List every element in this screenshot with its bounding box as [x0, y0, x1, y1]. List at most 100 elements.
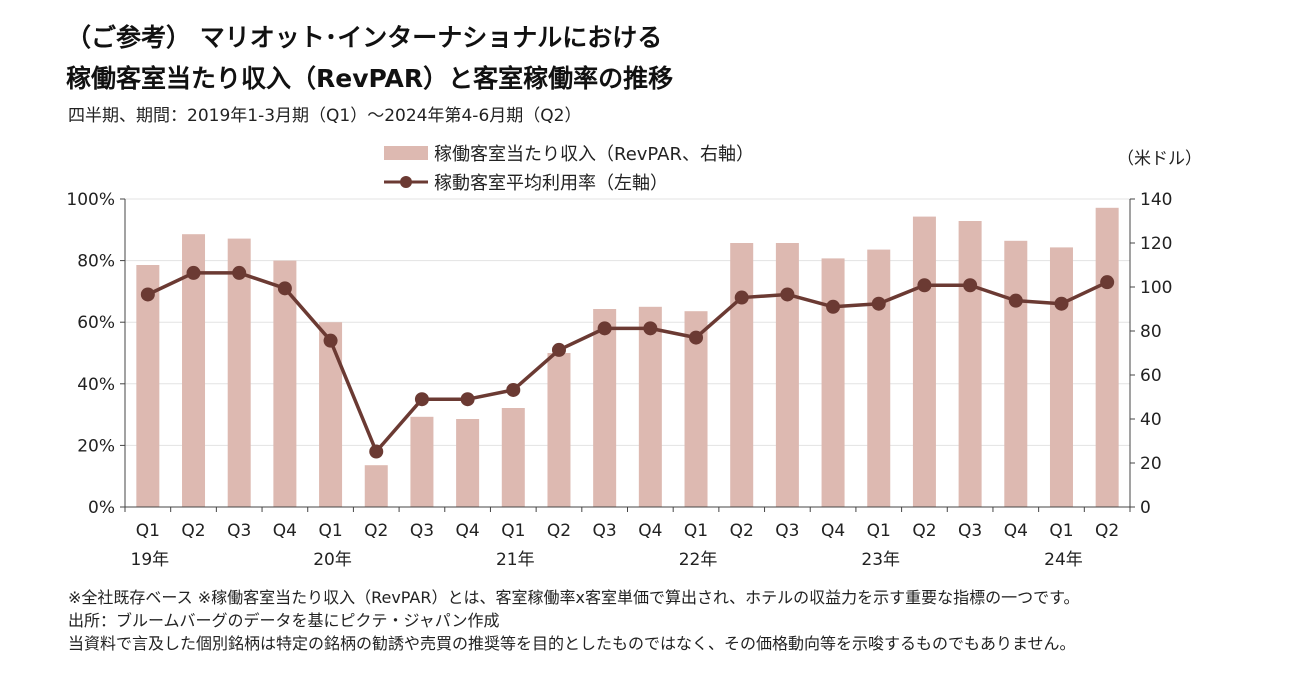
x-tick-label: Q3 [227, 521, 251, 541]
x-tick-label: Q2 [364, 521, 388, 541]
point-occupancy [643, 321, 658, 336]
point-occupancy [917, 278, 932, 293]
point-occupancy [1008, 293, 1023, 308]
bar-revpar [867, 249, 891, 507]
x-year-label: 20年 [313, 550, 352, 570]
point-occupancy [780, 287, 795, 302]
right-tick-label: 0 [1140, 498, 1151, 518]
footnotes: ※全社既存ベース ※稼働客室当たり収入（RevPAR）とは、客室稼働率x客室単価… [68, 586, 1080, 655]
point-occupancy [826, 299, 841, 314]
bar-revpar [638, 306, 662, 507]
x-tick-label: Q4 [821, 521, 845, 541]
point-occupancy [369, 444, 384, 459]
right-tick-label: 40 [1140, 410, 1162, 430]
x-tick-label: Q4 [456, 521, 480, 541]
bar-revpar [182, 234, 206, 507]
chart-subtitle: 四半期、期間：2019年1-3月期（Q1）～2024年第4-6月期（Q2） [68, 106, 582, 126]
bar-revpar [730, 243, 754, 507]
bar-revpar [456, 419, 480, 507]
x-tick-label: Q1 [1049, 521, 1073, 541]
point-occupancy [140, 287, 155, 302]
x-tick-label: Q2 [912, 521, 936, 541]
bar-revpar [364, 465, 388, 507]
legend-label-revpar: 稼働客室当たり収入（RevPAR、右軸） [434, 144, 754, 165]
point-occupancy [232, 265, 247, 280]
x-tick-label: Q1 [318, 521, 342, 541]
right-axis-unit: （米ドル） [1117, 149, 1202, 169]
x-tick-label: Q1 [136, 521, 160, 541]
bar-revpar [501, 408, 525, 507]
point-occupancy [551, 342, 566, 357]
legend-label-occupancy: 稼動客室平均利用率（左軸） [434, 173, 668, 194]
x-tick-label: Q4 [1004, 521, 1028, 541]
right-tick-label: 80 [1140, 322, 1162, 342]
legend-item-revpar: 稼働客室当たり収入（RevPAR、右軸） [384, 140, 754, 166]
point-occupancy [1054, 296, 1069, 311]
point-occupancy [1100, 275, 1115, 290]
bar-revpar [593, 309, 617, 507]
x-year-label: 21年 [496, 550, 535, 570]
legend-swatch-line [384, 176, 428, 188]
point-occupancy [506, 382, 521, 397]
right-tick-label: 140 [1140, 190, 1172, 210]
x-tick-label: Q3 [410, 521, 434, 541]
x-tick-label: Q2 [1095, 521, 1119, 541]
bar-revpar [1095, 207, 1119, 508]
point-occupancy [414, 392, 429, 407]
chart-title-line1: （ご参考） マリオット･インターナショナルにおける [66, 23, 663, 52]
x-year-label: 23年 [861, 550, 900, 570]
x-tick-label: Q2 [181, 521, 205, 541]
bar-revpar [821, 258, 845, 507]
x-tick-label: Q4 [638, 521, 662, 541]
footnote-2: 出所：ブルームバーグのデータを基にピクテ・ジャパン作成 [68, 611, 500, 630]
left-tick-label: 0% [88, 498, 115, 518]
bar-revpar [958, 221, 982, 507]
bar-revpar [684, 311, 708, 507]
x-tick-label: Q1 [684, 521, 708, 541]
x-tick-label: Q4 [273, 521, 297, 541]
point-occupancy [597, 321, 612, 336]
point-occupancy [323, 333, 338, 348]
point-occupancy [963, 278, 978, 293]
bar-revpar [1049, 247, 1073, 507]
bar-revpar [319, 322, 343, 507]
bar-revpar [273, 260, 297, 507]
x-tick-label: Q2 [730, 521, 754, 541]
right-tick-label: 60 [1140, 366, 1162, 386]
bar-revpar [227, 238, 251, 507]
x-tick-label: Q1 [867, 521, 891, 541]
x-year-label: 24年 [1044, 550, 1083, 570]
point-occupancy [186, 265, 201, 280]
footnote-1: ※全社既存ベース ※稼働客室当たり収入（RevPAR）とは、客室稼働率x客室単価… [68, 588, 1080, 607]
point-occupancy [277, 281, 292, 296]
x-tick-label: Q1 [501, 521, 525, 541]
bar-revpar [136, 265, 160, 507]
bar-revpar [410, 416, 434, 507]
x-tick-label: Q3 [775, 521, 799, 541]
right-tick-label: 100 [1140, 278, 1172, 298]
line-occupancy [147, 271, 1108, 454]
right-tick-label: 120 [1140, 234, 1172, 254]
point-occupancy [871, 296, 886, 311]
right-tick-label: 20 [1140, 454, 1162, 474]
bar-revpar [1004, 240, 1028, 508]
left-tick-label: 100% [66, 190, 115, 210]
footnote-3: 当資料で言及した個別銘柄は特定の銘柄の勧誘や売買の推奨等を目的としたものではなく… [68, 634, 1076, 653]
x-tick-label: Q3 [958, 521, 982, 541]
left-tick-label: 60% [77, 313, 115, 333]
legend-swatch-bar [384, 146, 428, 160]
x-tick-label: Q3 [593, 521, 617, 541]
point-occupancy [734, 290, 749, 305]
bar-revpar [547, 353, 571, 507]
x-year-label: 22年 [679, 550, 718, 570]
chart-title-line2: 稼働客室当たり収入（RevPAR）と客室稼働率の推移 [66, 64, 674, 93]
x-year-label: 19年 [131, 550, 170, 570]
legend-item-occupancy: 稼動客室平均利用率（左軸） [384, 169, 668, 195]
point-occupancy [460, 392, 475, 407]
legend: 稼働客室当たり収入（RevPAR、右軸） 稼動客室平均利用率（左軸） [362, 134, 792, 198]
left-tick-label: 40% [77, 375, 115, 395]
left-tick-label: 20% [77, 436, 115, 456]
point-occupancy [689, 330, 704, 345]
bar-revpar [912, 216, 936, 507]
